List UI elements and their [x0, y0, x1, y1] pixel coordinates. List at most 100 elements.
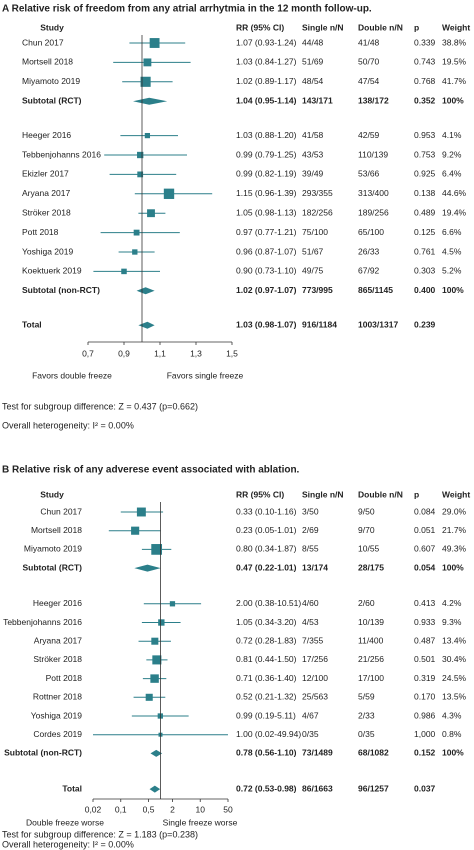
column-header: Weight	[442, 489, 470, 499]
cell-text: 0.72 (0.53-0.98)	[236, 783, 297, 793]
study-marker	[147, 209, 155, 218]
cell-text: 1.02 (0.97-1.07)	[236, 285, 297, 295]
cell-text: 0.761	[414, 246, 436, 256]
study-label: Total	[22, 319, 42, 329]
cell-text: 0.81 (0.44-1.50)	[236, 654, 297, 664]
cell-text: 29.0%	[442, 506, 467, 516]
cell-text: 49.3%	[442, 544, 467, 554]
column-header: p	[414, 22, 419, 32]
cell-text: 4.5%	[442, 246, 462, 256]
study-marker	[158, 619, 165, 626]
cell-text: 2/33	[358, 710, 375, 720]
x-axis-label: Single freeze worse	[163, 817, 238, 827]
cell-text: 68/1082	[358, 748, 389, 758]
study-label: Subtotal (RCT)	[22, 95, 82, 105]
cell-text: 0.051	[414, 525, 436, 535]
cell-text: 0.47 (0.22-1.01)	[236, 562, 297, 572]
study-marker	[132, 249, 138, 255]
cell-text: 4.1%	[442, 130, 462, 140]
cell-text: 50/70	[358, 57, 380, 67]
cell-text: 100%	[442, 748, 464, 758]
cell-text: 1.04 (0.95-1.14)	[236, 95, 297, 105]
cell-text: 1,000	[414, 729, 436, 739]
cell-text: 38.8%	[442, 37, 467, 47]
note: Overall heterogeneity: I² = 0.00%	[2, 839, 134, 849]
study-label: Chun 2017	[22, 37, 64, 47]
cell-text: 0.96 (0.87-1.07)	[236, 246, 297, 256]
cell-text: 17/256	[302, 654, 328, 664]
cell-text: 41/48	[358, 37, 380, 47]
cell-text: 28/175	[358, 562, 384, 572]
cell-text: 313/400	[358, 188, 389, 198]
cell-text: 9/70	[358, 525, 375, 535]
study-label: Miyamoto 2019	[24, 544, 82, 554]
study-label: Rottner 2018	[33, 692, 82, 702]
cell-text: 0.986	[414, 710, 436, 720]
cell-text: 6.6%	[442, 227, 462, 237]
cell-text: 0.352	[414, 95, 436, 105]
x-axis-label: Favors double freeze	[32, 370, 112, 380]
cell-text: 11/400	[358, 635, 384, 645]
study-label: Ekizler 2017	[22, 169, 69, 179]
cell-text: 39/49	[302, 169, 324, 179]
column-header: Double n/N	[358, 489, 403, 499]
column-header: Study	[40, 489, 64, 499]
x-tick-label: 0,02	[85, 804, 102, 814]
study-marker	[151, 637, 159, 645]
summary-diamond	[134, 564, 161, 572]
cell-text: 0.78 (0.56-1.10)	[236, 748, 297, 758]
cell-text: 0/35	[302, 729, 319, 739]
cell-text: 0.97 (0.77-1.21)	[236, 227, 297, 237]
study-label: Heeger 2016	[22, 130, 71, 140]
column-header: Single n/N	[302, 489, 344, 499]
cell-text: 12/100	[302, 673, 328, 683]
study-marker	[169, 601, 176, 607]
study-label: Yoshiga 2019	[22, 246, 73, 256]
study-label: Miyamoto 2019	[22, 76, 80, 86]
cell-text: 1.05 (0.98-1.13)	[236, 207, 297, 217]
x-tick-label: 0,5	[143, 804, 155, 814]
cell-text: 21/256	[358, 654, 384, 664]
cell-text: 8/55	[302, 544, 319, 554]
cell-text: 0.80 (0.34-1.87)	[236, 544, 297, 554]
panel-title: B Relative risk of any adverese event as…	[2, 465, 300, 476]
x-tick-label: 1,5	[226, 348, 238, 358]
cell-text: 13/174	[302, 562, 328, 572]
study-label: Pott 2018	[46, 673, 83, 683]
cell-text: 10/139	[358, 617, 384, 627]
cell-text: 0.319	[414, 673, 436, 683]
cell-text: 10/55	[358, 544, 380, 554]
cell-text: 21.7%	[442, 525, 467, 535]
cell-text: 4/60	[302, 598, 319, 608]
cell-text: 0.52 (0.21-1.32)	[236, 692, 297, 702]
x-tick-label: 50	[223, 804, 233, 814]
column-header: Double n/N	[358, 22, 403, 32]
cell-text: 9.3%	[442, 617, 462, 627]
study-marker	[133, 229, 140, 236]
cell-text: 5/59	[358, 692, 375, 702]
cell-text: 47/54	[358, 76, 380, 86]
summary-diamond	[149, 785, 161, 793]
cell-text: 2/60	[358, 598, 375, 608]
study-marker	[144, 132, 151, 139]
cell-text: 0.753	[414, 149, 436, 159]
cell-text: 3/50	[302, 506, 319, 516]
x-axis-label: Double freeze worse	[26, 817, 104, 827]
cell-text: 0.303	[414, 266, 436, 276]
note: Test for subgroup difference: Z = 0.437 …	[2, 401, 198, 411]
cell-text: 100%	[442, 285, 464, 295]
cell-text: 100%	[442, 562, 464, 572]
cell-text: 0.743	[414, 57, 436, 67]
study-marker	[150, 674, 159, 683]
cell-text: 49/75	[302, 266, 324, 276]
study-label: Aryana 2017	[22, 188, 70, 198]
cell-text: 1003/1317	[358, 319, 398, 329]
study-marker	[140, 76, 151, 87]
cell-text: 0.487	[414, 635, 436, 645]
cell-text: 0.239	[414, 319, 436, 329]
cell-text: 13.5%	[442, 692, 467, 702]
study-label: Subtotal (RCT)	[23, 562, 83, 572]
cell-text: 0.084	[414, 506, 436, 516]
cell-text: 51/67	[302, 246, 324, 256]
